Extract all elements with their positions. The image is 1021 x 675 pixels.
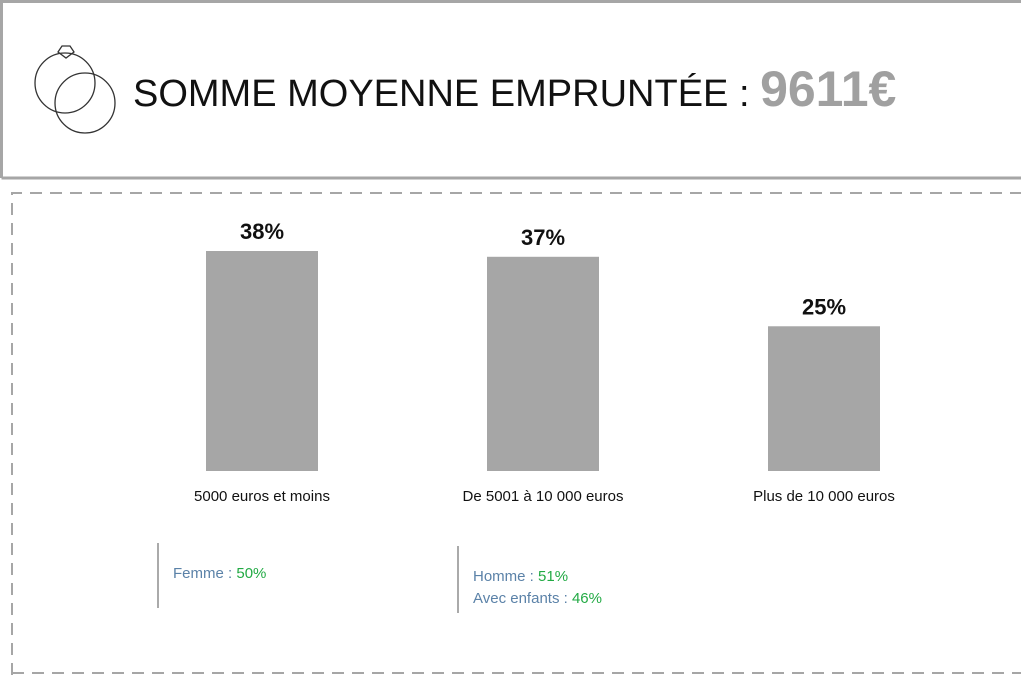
note-value: 51% xyxy=(538,568,568,585)
chart-frame xyxy=(11,192,1021,675)
note-label: Homme : xyxy=(473,568,534,585)
note-label: Avec enfants : xyxy=(473,590,568,607)
note-value: 50% xyxy=(236,565,266,582)
title: SOMME MOYENNE EMPRUNTÉE : 9611€ xyxy=(133,61,896,117)
bar xyxy=(768,326,880,471)
category-label: 5000 euros et moins xyxy=(194,488,330,505)
header-box xyxy=(0,0,1021,178)
category-label: De 5001 à 10 000 euros xyxy=(463,488,624,505)
amount: 9611€ xyxy=(760,61,896,117)
category-label: Plus de 10 000 euros xyxy=(753,488,895,505)
title-text: SOMME MOYENNE EMPRUNTÉE : xyxy=(133,72,750,115)
note: Homme : 51% xyxy=(473,568,568,585)
rings-icon xyxy=(34,45,116,134)
note: Femme : 50% xyxy=(173,565,266,582)
note-label: Femme : xyxy=(173,565,232,582)
bar xyxy=(206,251,318,471)
note-value: 46% xyxy=(572,590,602,607)
bar xyxy=(487,256,599,471)
value-label: 37% xyxy=(521,225,565,250)
value-label: 38% xyxy=(240,219,284,244)
value-label: 25% xyxy=(802,294,846,319)
note: Avec enfants : 46% xyxy=(473,590,602,607)
